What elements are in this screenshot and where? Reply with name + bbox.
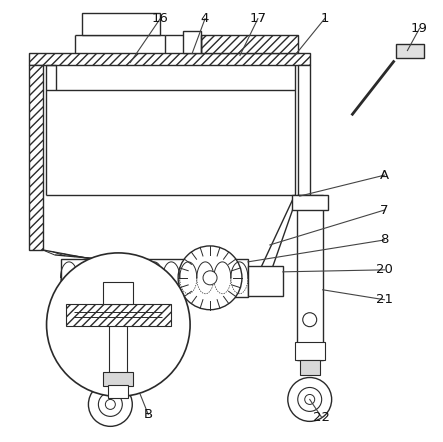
Text: 16: 16 (152, 12, 169, 25)
Bar (298, 65, 310, 195)
Bar (297, 195, 323, 359)
Text: 4: 4 (201, 12, 209, 25)
Text: 20: 20 (376, 263, 393, 276)
Bar (396, 44, 424, 57)
Text: 19: 19 (411, 22, 428, 35)
Bar (61, 259, 248, 297)
Circle shape (105, 400, 115, 409)
Bar (29, 53, 310, 65)
Bar (300, 359, 320, 374)
Circle shape (47, 253, 190, 396)
Bar (99, 297, 121, 350)
Text: 1: 1 (320, 12, 329, 25)
Bar (95, 332, 125, 350)
Text: A: A (380, 169, 389, 182)
Circle shape (203, 271, 217, 285)
Circle shape (303, 312, 317, 327)
Bar (82, 13, 160, 34)
Text: 8: 8 (380, 233, 389, 247)
Text: 17: 17 (249, 12, 266, 25)
Bar (29, 65, 43, 250)
Circle shape (305, 394, 315, 404)
Bar (109, 385, 128, 398)
Text: 7: 7 (380, 203, 389, 217)
Circle shape (298, 388, 322, 412)
Bar (292, 195, 328, 210)
Circle shape (178, 246, 242, 310)
Bar (103, 282, 133, 304)
Text: 21: 21 (376, 293, 393, 306)
Text: 22: 22 (313, 411, 330, 424)
Bar (101, 350, 120, 365)
Bar (183, 30, 201, 53)
Text: B: B (144, 408, 153, 421)
Bar (295, 342, 325, 359)
Bar (103, 372, 133, 386)
Circle shape (89, 382, 132, 427)
Bar (248, 266, 283, 296)
Circle shape (288, 377, 332, 421)
Bar (66, 304, 171, 326)
Bar (201, 34, 298, 53)
Circle shape (98, 392, 122, 416)
